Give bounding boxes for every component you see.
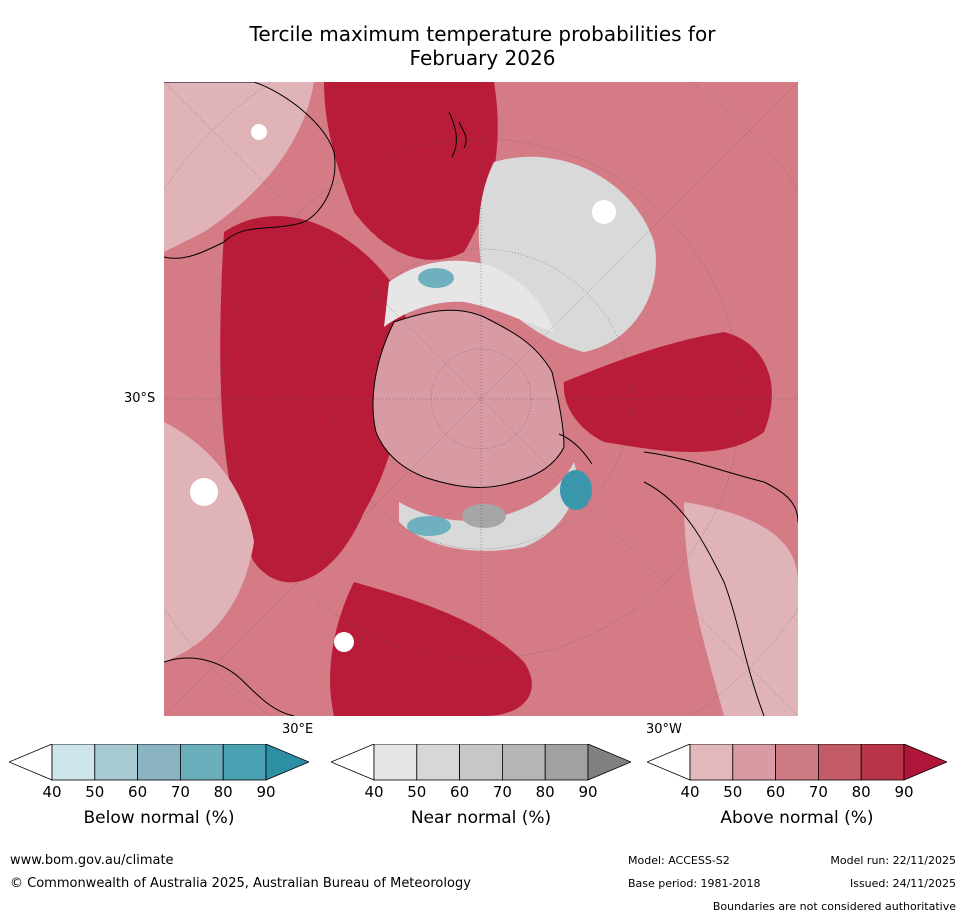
colorbar-tick-label: 90: [256, 783, 276, 801]
colorbar-above-normal: [647, 744, 947, 781]
colorbar-near-normal: [331, 744, 631, 781]
graticule-circle: [330, 248, 632, 550]
colorbar-tick-label: 40: [680, 783, 700, 801]
colorbar-tick-label: 60: [450, 783, 470, 801]
region-below-normal-2: [407, 516, 451, 536]
colorbar-extend-high: [587, 744, 631, 781]
colorbar-tick-label: 80: [851, 783, 871, 801]
australia-outline: [164, 82, 336, 259]
antarctica-peninsula: [558, 433, 593, 465]
white-patch: [334, 632, 354, 652]
region-above-low-se: [684, 502, 798, 716]
colorbar-tick-label: 40: [42, 783, 62, 801]
africa-outline: [164, 657, 295, 716]
white-patch: [251, 124, 267, 140]
footer-base-period: Base period: 1981-2018: [628, 877, 761, 890]
colorbar-segment: [51, 744, 96, 781]
graticule-label-bottom-left: 30°E: [282, 722, 314, 737]
footer-model: Model: ACCESS-S2: [628, 854, 730, 867]
polar-probability-map: [164, 82, 798, 716]
colorbar-label-below: Below normal (%): [83, 808, 235, 828]
chart-title-line1: Tercile maximum temperature probabilitie…: [249, 22, 716, 46]
colorbar-tick-label: 50: [723, 783, 743, 801]
graticule-meridian: [164, 82, 798, 716]
colorbar-segment: [137, 744, 181, 781]
colorbar-segment: [775, 744, 819, 781]
colorbar-segment: [544, 744, 589, 781]
footer-disclaimer: Boundaries are not considered authoritat…: [712, 900, 956, 913]
graticule-label-left: 30°S: [124, 391, 156, 406]
colorbar-extend-low: [9, 744, 53, 781]
colorbar-segment: [179, 744, 224, 781]
colorbar-segment: [373, 744, 418, 781]
colorbar-segment: [501, 744, 546, 781]
colorbar-tick-label: 80: [535, 783, 555, 801]
graticule-meridian: [164, 82, 798, 716]
region-above-low-nw: [164, 82, 314, 252]
colorbar-segment: [817, 744, 862, 781]
colorbar-segment: [94, 744, 139, 781]
south-america-outline: [643, 451, 798, 716]
colorbar-tick-label: 60: [766, 783, 786, 801]
region-above-high-south: [330, 582, 532, 716]
colorbar-tick-label: 80: [213, 783, 233, 801]
colorbar-tick-label: 70: [170, 783, 190, 801]
region-above-low-sw: [164, 422, 254, 662]
antarctica: [372, 309, 565, 488]
colorbar-tick-label: 50: [85, 783, 105, 801]
colorbar-extend-low: [647, 744, 691, 781]
colorbar-label-above: Above normal (%): [720, 808, 874, 828]
colorbar-label-near: Near normal (%): [410, 808, 552, 828]
colorbar-below-normal: [9, 744, 309, 781]
colorbar-segment: [732, 744, 777, 781]
colorbar-segment: [459, 744, 503, 781]
region-below-normal-3: [560, 470, 592, 510]
colorbar-extend-high: [903, 744, 947, 781]
colorbar-segment: [416, 744, 461, 781]
new-zealand-outline: [448, 111, 467, 158]
colorbar-segment: [222, 744, 267, 781]
white-patch: [190, 478, 218, 506]
colorbar-tick-label: 90: [894, 783, 914, 801]
colorbar-extend-high: [265, 744, 309, 781]
colorbar-tick-label: 90: [578, 783, 598, 801]
footer-copyright: © Commonwealth of Australia 2025, Austra…: [10, 876, 471, 891]
chart-title-line2: February 2026: [409, 46, 556, 70]
colorbar-tick-label: 70: [808, 783, 828, 801]
region-above-high-east: [563, 332, 772, 452]
footer-issued: Issued: 24/11/2025: [849, 877, 956, 890]
colorbar-extend-low: [331, 744, 375, 781]
graticule-label-bottom-right: 30°W: [646, 722, 682, 737]
region-above-high-west: [220, 216, 407, 583]
colorbar-tick-label: 50: [407, 783, 427, 801]
footer-url[interactable]: www.bom.gov.au/climate: [10, 853, 174, 868]
region-near-normal-high: [462, 504, 506, 528]
colorbar-tick-label: 70: [492, 783, 512, 801]
footer-model-run: Model run: 22/11/2025: [830, 854, 956, 867]
region-below-normal-1: [418, 268, 454, 288]
colorbar-segment: [689, 744, 734, 781]
colorbar-tick-label: 60: [128, 783, 148, 801]
colorbar-segment: [860, 744, 905, 781]
white-patch: [592, 200, 616, 224]
colorbar-tick-label: 40: [364, 783, 384, 801]
